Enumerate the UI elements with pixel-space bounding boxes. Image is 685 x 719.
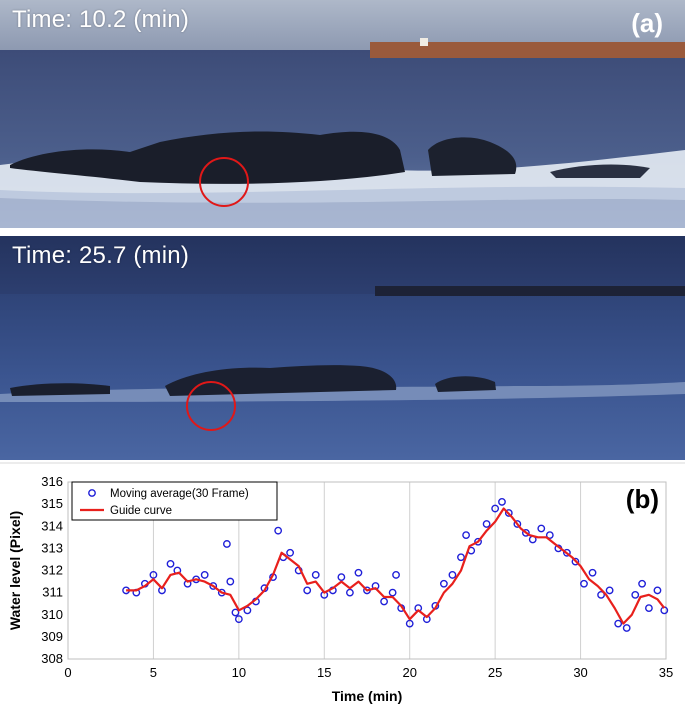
data-point bbox=[457, 553, 465, 562]
data-point bbox=[149, 571, 158, 579]
data-point bbox=[311, 571, 320, 579]
data-point bbox=[631, 590, 640, 599]
chart-svg: 0 5 10 15 20 25 30 35 308 309 310 311 312 313 314 315 31… bbox=[0, 462, 685, 704]
data-point bbox=[605, 586, 614, 595]
data-point bbox=[286, 548, 295, 557]
y-tick-label: 316 bbox=[41, 474, 63, 489]
data-point bbox=[571, 557, 580, 566]
data-point bbox=[354, 568, 363, 577]
y-tick-label: 313 bbox=[41, 540, 63, 555]
data-point bbox=[653, 586, 662, 595]
data-point bbox=[513, 520, 522, 528]
data-point bbox=[645, 604, 653, 613]
legend-marker-icon bbox=[88, 489, 96, 497]
time-label-top: Time: 10.2 (min) bbox=[12, 6, 190, 33]
data-point bbox=[274, 526, 283, 535]
data-point bbox=[597, 590, 605, 599]
data-point bbox=[537, 524, 546, 533]
data-point bbox=[588, 568, 597, 577]
data-point bbox=[222, 540, 231, 548]
y-axis-title: Water level (Pixel) bbox=[7, 511, 23, 630]
x-tick-label: 35 bbox=[659, 665, 673, 680]
panel-letter-b: (b) bbox=[625, 484, 659, 514]
plot-frame bbox=[67, 481, 667, 660]
highlight-circle bbox=[186, 381, 236, 431]
data-point bbox=[231, 608, 240, 617]
photo-panel-top: Time: 10.2 (min) (a) bbox=[0, 0, 685, 228]
data-point bbox=[303, 586, 312, 595]
data-point bbox=[491, 504, 500, 513]
data-point bbox=[504, 509, 513, 517]
legend-label-moving-average: Moving average(30 Frame) bbox=[110, 488, 249, 500]
x-tick-label: 10 bbox=[232, 665, 246, 680]
data-point bbox=[209, 582, 218, 590]
data-point bbox=[234, 615, 243, 624]
data-point bbox=[439, 579, 448, 588]
x-tick-label: 20 bbox=[402, 665, 416, 680]
data-point bbox=[346, 588, 354, 597]
data-point bbox=[226, 577, 235, 586]
data-point bbox=[448, 571, 457, 579]
data-point bbox=[337, 573, 346, 582]
y-tick-label: 309 bbox=[41, 629, 63, 644]
data-point bbox=[580, 579, 588, 588]
y-tick-label: 315 bbox=[41, 496, 63, 511]
data-point bbox=[462, 531, 470, 540]
data-point bbox=[405, 619, 414, 628]
data-point bbox=[622, 624, 631, 632]
y-tick-label: 308 bbox=[41, 651, 63, 666]
data-point bbox=[392, 571, 400, 579]
seascape-photo-bottom bbox=[0, 236, 685, 460]
data-point bbox=[614, 619, 623, 628]
data-point bbox=[200, 571, 209, 579]
data-point bbox=[380, 597, 388, 606]
y-tick-label: 310 bbox=[41, 607, 63, 622]
photo-panel-bottom: Time: 25.7 (min) bbox=[0, 236, 685, 460]
legend-label-guide-curve: Guide curve bbox=[110, 505, 172, 517]
y-tick-label: 312 bbox=[41, 563, 63, 578]
time-label-bottom: Time: 25.7 (min) bbox=[12, 242, 190, 269]
data-point bbox=[563, 548, 571, 557]
x-tick-label: 15 bbox=[317, 665, 331, 680]
data-point bbox=[521, 528, 530, 537]
data-point bbox=[498, 498, 506, 506]
x-tick-label: 30 bbox=[573, 665, 587, 680]
guide-curve-line bbox=[126, 507, 666, 625]
water-level-chart: 0 5 10 15 20 25 30 35 308 309 310 311 312 313 314 315 31… bbox=[0, 462, 685, 714]
legend-box bbox=[71, 481, 278, 521]
x-tick-label: 5 bbox=[150, 665, 157, 680]
x-axis-title: Time (min) bbox=[332, 688, 403, 704]
data-point bbox=[482, 520, 491, 528]
data-point bbox=[638, 579, 646, 588]
data-point bbox=[388, 588, 397, 597]
highlight-circle bbox=[199, 157, 249, 207]
seascape-photo-top bbox=[0, 0, 685, 228]
data-point bbox=[474, 537, 482, 546]
x-tick-label: 0 bbox=[64, 665, 71, 680]
y-tick-label: 314 bbox=[41, 518, 63, 533]
data-point bbox=[545, 531, 554, 540]
data-point bbox=[166, 559, 175, 568]
y-tick-label: 311 bbox=[42, 585, 63, 600]
x-tick-label: 25 bbox=[488, 665, 502, 680]
panel-letter-a: (a) bbox=[631, 8, 663, 38]
